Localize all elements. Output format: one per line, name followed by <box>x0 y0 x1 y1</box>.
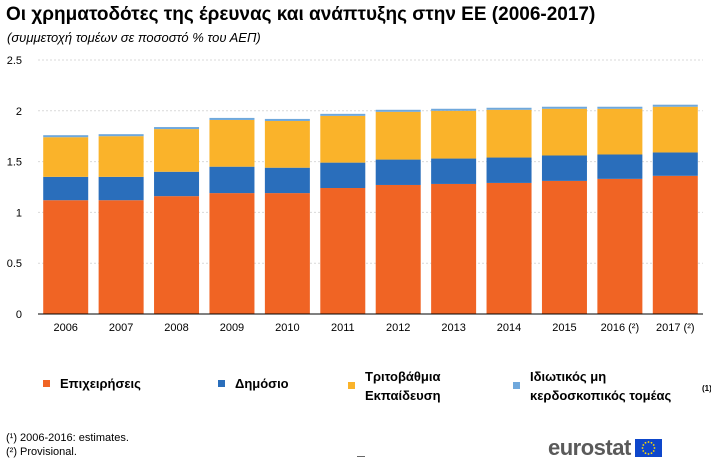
x-tick-label: 2012 <box>386 322 410 334</box>
x-tick-label: 2016 (²) <box>601 322 640 334</box>
bar-segment <box>209 193 255 314</box>
bar-segment <box>209 119 255 167</box>
bar-segment <box>98 176 144 201</box>
bar-segment <box>652 106 698 153</box>
bar-segment <box>541 180 587 314</box>
bar-segment <box>652 104 698 107</box>
x-tick-label: 2009 <box>220 322 244 334</box>
eurostat-logo: eurostat <box>548 435 662 461</box>
bar-segment <box>652 152 698 176</box>
bar-segment <box>43 137 89 177</box>
bar-segment <box>98 136 144 177</box>
legend-label-private-non-profit: Ιδιωτικός μη κερδοσκοπικός τομέας <box>530 369 672 403</box>
x-tick-label: 2014 <box>497 322 521 334</box>
bar-segment <box>375 109 421 112</box>
legend-label-government: Δημόσιο <box>235 376 289 391</box>
bar-segment <box>154 127 200 130</box>
bar-segment <box>98 200 144 314</box>
legend-label-business: Επιχειρήσεις <box>60 376 141 391</box>
bar-segment <box>486 107 532 110</box>
bar-segment <box>154 196 200 314</box>
bar-segment <box>264 118 310 121</box>
bar-segment <box>154 129 200 172</box>
legend-swatch-higher-education <box>348 382 355 389</box>
bar-segment <box>320 188 366 314</box>
legend-item-private-non-profit: Ιδιωτικός μη κερδοσκοπικός τομέας <box>513 367 671 405</box>
bar-segment <box>98 134 144 137</box>
legend-item-government: Δημόσιο <box>218 374 289 393</box>
y-tick-label: 1.5 <box>7 157 22 169</box>
y-tick-label: 0 <box>16 309 22 321</box>
footnote-estimates: (¹) 2006-2016: estimates. <box>6 432 129 444</box>
bar-segment <box>431 110 477 159</box>
bar-segment <box>154 171 200 197</box>
stacked-bar-chart: 0 0.5 1 1.5 2 2.5 2006 2007 2008 2009 2010 2011 2012… <box>7 55 703 334</box>
bar-segment <box>597 178 643 314</box>
legend-swatch-private-non-profit <box>513 382 520 389</box>
legend-label-higher-education: Τριτοβάθμια Εκπαίδευση <box>365 369 441 403</box>
bar-segment <box>597 154 643 179</box>
y-tick-label: 1 <box>16 207 22 219</box>
bar-segment <box>264 167 310 194</box>
bar-segment <box>43 200 89 314</box>
legend-swatch-business <box>43 380 50 387</box>
bar-segment <box>320 115 366 163</box>
bar-segment <box>486 157 532 183</box>
bar-segment <box>486 182 532 314</box>
legend-note-marker: (1) <box>702 384 711 393</box>
bar-segment <box>375 111 421 160</box>
legend-item-business: Επιχειρήσεις <box>43 374 141 393</box>
bar-segment <box>652 175 698 314</box>
x-tick-label: 2006 <box>53 322 77 334</box>
bar-segment <box>597 106 643 109</box>
bar-segment <box>541 155 587 181</box>
bar-segment <box>431 183 477 314</box>
x-tick-label: 2011 <box>331 322 355 334</box>
bar-segment <box>597 108 643 155</box>
y-tick-label: 2 <box>16 106 22 118</box>
bar-segment <box>320 162 366 189</box>
footnote-provisional: (²) Provisional. <box>6 446 77 458</box>
bar-segment <box>264 120 310 168</box>
eu-flag-icon <box>634 439 662 457</box>
chart-title: Οι χρηματοδότες της έρευνας και ανάπτυξη… <box>6 4 596 25</box>
bar-segment <box>43 135 89 138</box>
bar-segment <box>264 193 310 314</box>
bar-segment <box>375 184 421 314</box>
bar-segment <box>541 108 587 156</box>
divider-mark <box>357 456 365 457</box>
legend-item-higher-education: Τριτοβάθμια Εκπαίδευση <box>348 367 441 405</box>
x-tick-label: 2017 (²) <box>656 322 695 334</box>
bar-segment <box>43 176 89 201</box>
bar-segment <box>541 106 587 109</box>
bar-segment <box>320 113 366 116</box>
x-tick-label: 2008 <box>164 322 188 334</box>
y-tick-label: 2.5 <box>7 55 22 67</box>
x-tick-label: 2010 <box>275 322 299 334</box>
x-tick-label: 2013 <box>441 322 465 334</box>
legend-swatch-government <box>218 380 225 387</box>
bar-segment <box>486 109 532 158</box>
x-tick-label: 2007 <box>109 322 133 334</box>
logo-text: eurostat <box>548 435 631 460</box>
bar-segment <box>431 108 477 111</box>
x-tick-label: 2015 <box>552 322 576 334</box>
bar-segment <box>375 159 421 185</box>
bar-segment <box>431 158 477 184</box>
bar-segment <box>209 166 255 194</box>
y-tick-label: 0.5 <box>7 258 22 270</box>
bar-segment <box>209 117 255 120</box>
chart-subtitle: (συμμετοχή τομέων σε ποσοστό % του ΑΕΠ) <box>7 30 261 45</box>
